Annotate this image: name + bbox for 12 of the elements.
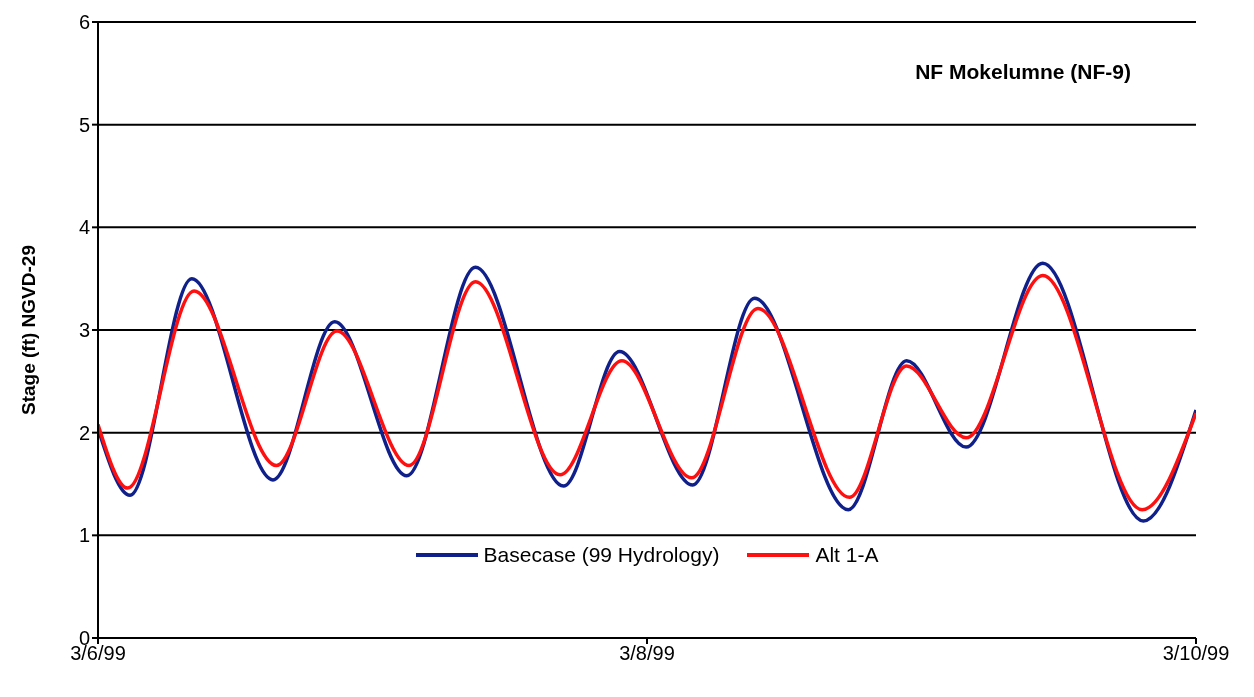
legend-label: Basecase (99 Hydrology) xyxy=(483,543,720,567)
x-tick-label: 3/8/99 xyxy=(619,642,675,665)
text: NF Mokelumne (NF-9) xyxy=(915,60,1131,84)
y-tick-label: 4 xyxy=(78,216,90,239)
y-axis-title: Stage (ft) NGVD-29 xyxy=(17,245,39,415)
y-tick-label: 5 xyxy=(78,113,90,136)
x-tick-label: 3/10/99 xyxy=(1162,642,1230,665)
y-tick-label: 6 xyxy=(78,11,90,34)
legend-label: Alt 1-A xyxy=(815,543,879,567)
y-tick-label: 1 xyxy=(78,524,90,547)
y-tick-label: 2 xyxy=(78,421,90,444)
y-tick-label: 3 xyxy=(78,319,90,342)
